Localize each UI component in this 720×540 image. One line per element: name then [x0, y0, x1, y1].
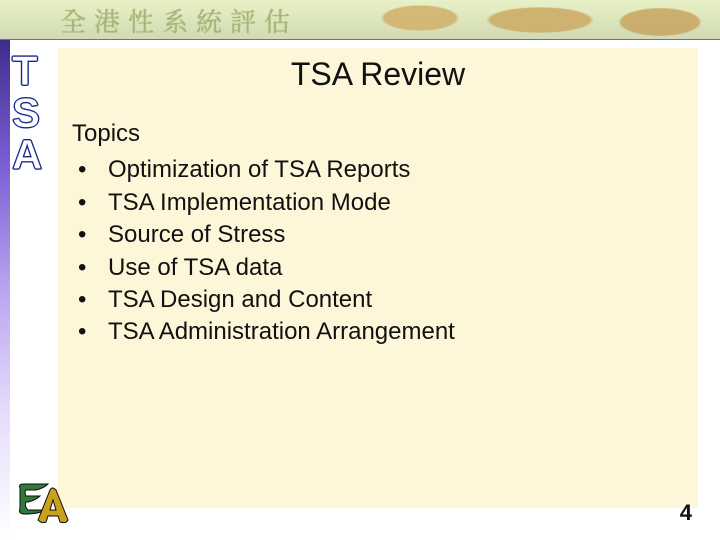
topics-bullets: • Optimization of TSA Reports • TSA Impl…: [72, 154, 672, 348]
slide: 全港性系統評估 T S A TSA Review Topics • Optimi…: [0, 0, 720, 540]
banner: 全港性系統評估: [0, 0, 720, 40]
list-item: • Optimization of TSA Reports: [78, 154, 672, 186]
bullet-marker: •: [78, 284, 108, 316]
list-item: • Use of TSA data: [78, 252, 672, 284]
bullet-marker: •: [78, 154, 108, 186]
bullet-text: TSA Administration Arrangement: [108, 316, 455, 348]
list-item: • Source of Stress: [78, 219, 672, 251]
banner-chinese-title: 全港性系統評估: [60, 2, 298, 39]
list-item: • TSA Implementation Mode: [78, 187, 672, 219]
slide-title: TSA Review: [58, 56, 698, 93]
bullet-marker: •: [78, 252, 108, 284]
bullet-text: TSA Implementation Mode: [108, 187, 391, 219]
slide-body: Topics • Optimization of TSA Reports • T…: [72, 118, 672, 349]
side-letter-s: S: [12, 92, 41, 134]
logo-a-path: [38, 488, 68, 523]
list-item: • TSA Administration Arrangement: [78, 316, 672, 348]
bullet-text: Use of TSA data: [108, 252, 282, 284]
ea-logo-svg: [14, 480, 74, 526]
banner-map-decoration: [340, 0, 720, 40]
side-letter-t: T: [12, 50, 41, 92]
page-number: 4: [680, 500, 692, 526]
bullet-marker: •: [78, 316, 108, 348]
side-letters-tsa: T S A: [12, 50, 41, 176]
side-letter-a: A: [12, 134, 41, 176]
content-panel: TSA Review Topics • Optimization of TSA …: [58, 48, 698, 508]
left-strip: [0, 40, 10, 540]
topics-label: Topics: [72, 118, 672, 150]
bullet-marker: •: [78, 219, 108, 251]
bullet-text: TSA Design and Content: [108, 284, 372, 316]
list-item: • TSA Design and Content: [78, 284, 672, 316]
bullet-text: Optimization of TSA Reports: [108, 154, 410, 186]
ea-logo: [14, 480, 74, 526]
bullet-text: Source of Stress: [108, 219, 285, 251]
banner-underline: [0, 39, 720, 40]
bullet-marker: •: [78, 187, 108, 219]
